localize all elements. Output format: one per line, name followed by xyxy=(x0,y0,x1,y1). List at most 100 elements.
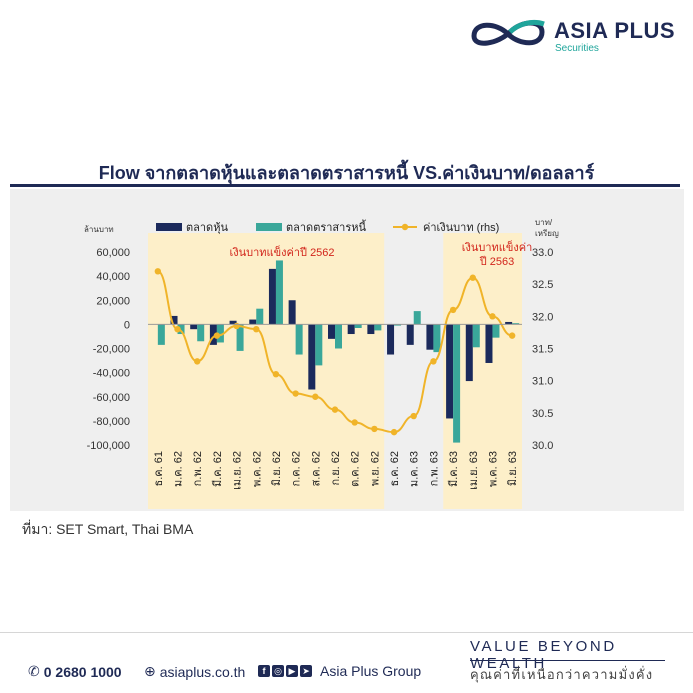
line-point xyxy=(351,419,358,426)
bar xyxy=(229,320,237,325)
bar xyxy=(157,324,165,345)
legend-swatch xyxy=(256,223,282,231)
bar xyxy=(236,324,244,351)
website-text: asiaplus.co.th xyxy=(159,663,246,680)
line-point xyxy=(194,358,201,365)
logo-subtitle: Securities xyxy=(555,43,599,54)
bar xyxy=(209,324,217,345)
line-point xyxy=(253,326,260,333)
logo-name: ASIA PLUS xyxy=(554,18,676,43)
social-links[interactable]: f ◎ ▶ ➤ Asia Plus Group xyxy=(258,663,421,679)
line-point xyxy=(154,268,162,275)
line-point xyxy=(430,358,437,365)
facebook-icon[interactable]: f xyxy=(258,665,270,677)
line-point xyxy=(292,390,299,397)
line-point xyxy=(233,322,240,330)
bar xyxy=(406,324,414,345)
left-tick-label: -60,000 xyxy=(93,392,130,404)
chart-title: Flow จากตลาดหุ้นและตลาดตราสารหนี้ VS.ค่า… xyxy=(98,163,595,183)
title-divider xyxy=(10,184,680,187)
category-label: ม.ค. 63 xyxy=(409,451,421,487)
slogan-thai: คุณค่าที่เหนือกว่าความมั่งคั่ง xyxy=(470,667,654,682)
highlight-region xyxy=(148,233,385,509)
infinity-logo-icon xyxy=(471,19,545,46)
line-point xyxy=(449,306,457,314)
instagram-icon[interactable]: ◎ xyxy=(272,665,284,677)
phone-contact[interactable]: ✆ 0 2680 1000 xyxy=(28,663,122,680)
bar xyxy=(492,324,500,338)
phone-number: 0 2680 1000 xyxy=(43,663,122,680)
line-point xyxy=(312,393,319,400)
right-tick-label: 31.0 xyxy=(532,376,553,388)
social-name: Asia Plus Group xyxy=(320,663,422,679)
youtube-icon[interactable]: ▶ xyxy=(286,665,298,677)
category-label: ธ.ค. 62 xyxy=(389,451,401,486)
legend-label: ค่าเงินบาท (rhs) xyxy=(423,222,499,234)
category-label: มี.ค. 62 xyxy=(211,451,224,487)
bar xyxy=(249,319,257,325)
category-label: มิ.ย. 63 xyxy=(507,451,519,486)
bar xyxy=(472,324,480,348)
category-label: ธ.ค. 61 xyxy=(153,451,165,486)
phone-icon: ✆ xyxy=(28,663,40,679)
website-link[interactable]: ⊕ asiaplus.co.th xyxy=(144,663,245,680)
category-label: เม.ย. 62 xyxy=(232,451,244,490)
bar xyxy=(268,268,276,325)
line-point xyxy=(489,313,496,320)
bar xyxy=(347,324,355,335)
category-label: ต.ค. 62 xyxy=(350,451,362,487)
left-tick-label: 60,000 xyxy=(96,247,130,259)
category-label: มี.ค. 63 xyxy=(447,451,460,487)
bar xyxy=(197,324,205,342)
bar xyxy=(446,324,454,419)
globe-icon: ⊕ xyxy=(144,663,156,679)
category-label: พ.ย. 62 xyxy=(369,451,381,486)
bar xyxy=(465,324,473,382)
right-tick-label: 32.0 xyxy=(532,311,553,323)
bar xyxy=(328,324,335,339)
bar xyxy=(413,311,421,325)
line-point xyxy=(371,425,378,433)
line-point xyxy=(272,371,280,378)
left-axis-label: ล้านบาท xyxy=(84,225,114,234)
bar xyxy=(288,300,296,325)
bar xyxy=(170,315,178,325)
legend-label: ตลาดตราสารหนี้ xyxy=(286,219,367,234)
right-tick-label: 31.5 xyxy=(532,344,553,356)
category-label: ก.พ. 63 xyxy=(428,451,440,486)
category-label: มิ.ย. 62 xyxy=(271,451,283,486)
bar xyxy=(485,324,493,363)
footer-divider xyxy=(0,632,693,633)
line-point xyxy=(213,332,221,339)
bar xyxy=(335,324,342,349)
right-tick-label: 30.5 xyxy=(532,408,553,420)
bar xyxy=(512,323,520,325)
bar xyxy=(256,308,264,325)
bar xyxy=(190,324,198,330)
line-point xyxy=(390,428,398,436)
legend-swatch xyxy=(401,223,409,231)
chart: เงินบาทแข็งค่าปี 2562 เงินบาทแข็งค่าปี 25… xyxy=(84,218,559,509)
telegram-icon[interactable]: ➤ xyxy=(300,665,312,677)
bar xyxy=(354,324,362,328)
bar xyxy=(308,324,316,390)
bar xyxy=(453,324,461,443)
line-point xyxy=(331,406,339,413)
left-tick-label: -100,000 xyxy=(87,440,130,452)
company-logo: ASIA PLUS Securities xyxy=(466,14,676,58)
bar xyxy=(216,324,224,343)
bar xyxy=(177,324,185,335)
right-tick-label: 32.5 xyxy=(532,279,553,291)
left-tick-label: -20,000 xyxy=(93,344,130,356)
bar xyxy=(387,324,395,355)
left-tick-label: 40,000 xyxy=(96,271,130,283)
category-label: ส.ค. 62 xyxy=(310,451,322,486)
left-tick-label: -40,000 xyxy=(93,368,130,380)
category-label: เม.ย. 63 xyxy=(468,451,480,490)
bar xyxy=(315,324,323,366)
left-tick-label: 0 xyxy=(124,319,130,331)
line-point xyxy=(508,332,516,339)
left-tick-label: 20,000 xyxy=(96,295,130,307)
line-point xyxy=(174,326,181,333)
bar xyxy=(433,324,441,353)
